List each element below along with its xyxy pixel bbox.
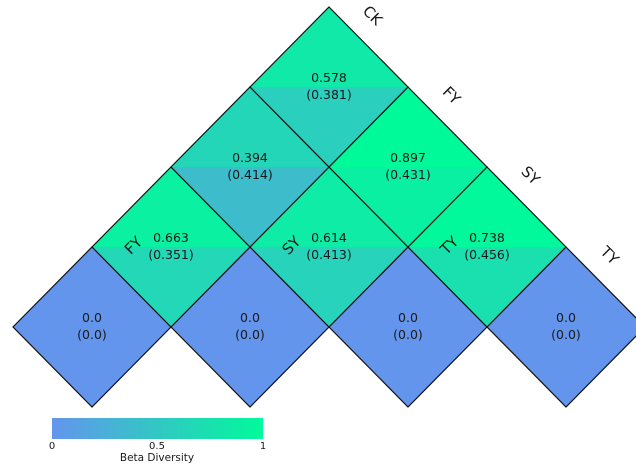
cell-upper-half: [13, 247, 171, 327]
cell-value: 0.578: [311, 70, 347, 85]
colorbar-tick-max: 1: [260, 441, 266, 452]
cell-lower-half: [13, 327, 171, 407]
col-label-sy: SY: [518, 162, 545, 189]
cell-value: 0.738: [469, 230, 505, 245]
cell-upper-half: [250, 7, 408, 87]
cell-lower-half: [487, 327, 636, 407]
cell-upper-half: [408, 167, 566, 247]
cell-value: 0.0: [82, 310, 102, 325]
colorbar-title: Beta Diversity: [120, 452, 194, 464]
cell-lower-half: [408, 247, 566, 327]
cell-upper-half: [487, 247, 636, 327]
col-label-ck: CK: [359, 2, 387, 30]
col-label-ty: TY: [596, 242, 623, 269]
cell-lower-half: [171, 167, 329, 247]
cell-value: 0.0: [556, 310, 576, 325]
cell-error: (0.0): [77, 327, 107, 342]
cell-value: 0.394: [232, 150, 268, 165]
heatmap-cell-fy-fy: 0.0 (0.0): [170, 246, 330, 408]
cell-value: 0.614: [311, 230, 347, 245]
cell-lower-half: [92, 247, 250, 327]
col-label-fy: FY: [439, 83, 465, 109]
heatmap-cells: 0.0 (0.0) 0.0 (0.0) 0.0 (0.0) 0.0 (0.0) 0.663 (0.…: [12, 6, 636, 408]
cell-lower-half: [250, 247, 408, 327]
colorbar-tick-min: 0: [49, 441, 55, 452]
cell-upper-half: [171, 247, 329, 327]
heatmap-cell-ck-ty: 0.578 (0.381): [249, 6, 409, 168]
heatmap-cell-ck-sy: 0.394 (0.414): [170, 86, 330, 248]
cell-upper-half: [329, 87, 487, 167]
cell-upper-half: [329, 247, 487, 327]
heatmap-cell-ck-fy: 0.663 (0.351): [91, 166, 251, 328]
cell-upper-half: [92, 167, 250, 247]
cell-upper-half: [250, 167, 408, 247]
cell-value: 0.0: [398, 310, 418, 325]
colorbar-gradient: [52, 418, 263, 439]
cell-error: (0.0): [393, 327, 423, 342]
cell-value: 0.897: [390, 150, 426, 165]
cell-upper-half: [171, 87, 329, 167]
cell-outline: [249, 6, 409, 168]
cell-error: (0.414): [227, 167, 273, 182]
cell-error: (0.0): [235, 327, 265, 342]
cell-error: (0.0): [551, 327, 581, 342]
cell-lower-half: [329, 167, 487, 247]
cell-lower-half: [329, 327, 487, 407]
cell-error: (0.431): [385, 167, 431, 182]
colorbar: 0 0.5 1 Beta Diversity: [49, 418, 266, 464]
cell-error: (0.351): [148, 247, 194, 262]
cell-lower-half: [171, 327, 329, 407]
cell-error: (0.381): [306, 87, 352, 102]
colorbar-tick-mid: 0.5: [149, 441, 165, 452]
cell-value: 0.0: [240, 310, 260, 325]
cell-error: (0.456): [464, 247, 510, 262]
cell-lower-half: [250, 87, 408, 167]
cell-value: 0.663: [153, 230, 189, 245]
heatmap-cell-sy-sy: 0.0 (0.0): [328, 246, 488, 408]
heatmap-cell-fy-sy: 0.614 (0.413): [249, 166, 409, 328]
cell-error: (0.413): [306, 247, 352, 262]
